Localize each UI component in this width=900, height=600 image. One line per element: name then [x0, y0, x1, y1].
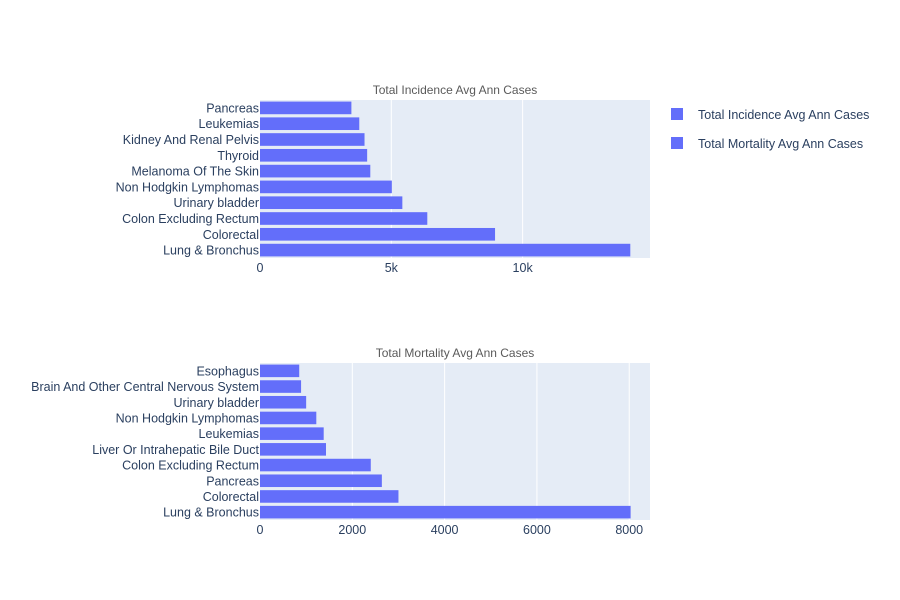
incidence-x-tick-label: 10k	[513, 261, 534, 275]
legend: Total Incidence Avg Ann Cases Total Mort…	[671, 108, 869, 151]
incidence-bar-colorectal[interactable]	[260, 227, 496, 241]
legend-swatch-mortality	[671, 137, 683, 149]
mortality-x-tick-label: 0	[257, 523, 264, 537]
incidence-bar-leukemias[interactable]	[260, 117, 360, 131]
incidence-x-tick-label: 5k	[385, 261, 399, 275]
mortality-bar-colorectal[interactable]	[260, 490, 399, 503]
mortality-category-label: Lung & Bronchus	[163, 506, 259, 520]
incidence-category-label: Lung & Bronchus	[163, 244, 259, 258]
legend-swatch-incidence	[671, 108, 683, 120]
mortality-bar-colon-excluding-rectum[interactable]	[260, 458, 371, 472]
incidence-category-label: Colon Excluding Rectum	[122, 212, 259, 226]
mortality-bar-pancreas[interactable]	[260, 474, 382, 488]
mortality-category-label: Brain And Other Central Nervous System	[31, 380, 259, 394]
incidence-bar-colon-excluding-rectum[interactable]	[260, 212, 428, 225]
mortality-category-label: Liver Or Intrahepatic Bile Duct	[92, 443, 259, 457]
legend-label-incidence: Total Incidence Avg Ann Cases	[698, 108, 869, 122]
incidence-subplot-title: Total Incidence Avg Ann Cases	[373, 83, 538, 97]
incidence-category-label: Colorectal	[203, 228, 259, 242]
mortality-category-label: Pancreas	[206, 474, 259, 488]
incidence-category-label: Kidney And Renal Pelvis	[123, 133, 259, 147]
incidence-bar-thyroid[interactable]	[260, 148, 368, 162]
mortality-category-label: Urinary bladder	[174, 396, 259, 410]
mortality-category-label: Leukemias	[199, 427, 259, 441]
incidence-category-label: Leukemias	[199, 117, 259, 131]
incidence-category-label: Urinary bladder	[174, 196, 259, 210]
incidence-bar-lung-bronchus[interactable]	[260, 243, 631, 257]
mortality-x-tick-label: 2000	[338, 523, 366, 537]
mortality-x-tick-label: 6000	[523, 523, 551, 537]
mortality-subplot-title: Total Mortality Avg Ann Cases	[376, 346, 535, 360]
mortality-bar-esophagus[interactable]	[260, 364, 300, 378]
incidence-bar-non-hodgkin-lymphomas[interactable]	[260, 180, 392, 194]
mortality-x-tick-label: 8000	[615, 523, 643, 537]
incidence-category-label: Non Hodgkin Lymphomas	[116, 180, 259, 194]
mortality-bar-urinary-bladder[interactable]	[260, 395, 307, 409]
mortality-bar-lung-bronchus[interactable]	[260, 505, 631, 519]
incidence-x-tick-label: 0	[257, 261, 264, 275]
legend-item-incidence[interactable]: Total Incidence Avg Ann Cases	[671, 108, 869, 122]
incidence-subplot: Pancreas Leukemias Kidney And Renal Pelvis…	[116, 83, 650, 275]
incidence-bar-kidney-and-renal-pelvis[interactable]	[260, 133, 365, 146]
incidence-bar-pancreas[interactable]	[260, 101, 352, 115]
mortality-bar-liver-or-intrahepatic-bile-duct[interactable]	[260, 443, 326, 456]
incidence-category-label: Melanoma Of The Skin	[131, 165, 259, 179]
mortality-x-tick-label: 4000	[431, 523, 459, 537]
mortality-bar-leukemias[interactable]	[260, 427, 324, 440]
incidence-category-label: Pancreas	[206, 101, 259, 115]
mortality-category-label: Colorectal	[203, 490, 259, 504]
mortality-category-label: Non Hodgkin Lymphomas	[116, 411, 259, 425]
incidence-bar-melanoma-of-the-skin[interactable]	[260, 164, 371, 178]
mortality-bar-non-hodgkin-lymphomas[interactable]	[260, 411, 317, 425]
mortality-bar-brain-and-other-central-nervous-system[interactable]	[260, 380, 302, 393]
legend-label-mortality: Total Mortality Avg Ann Cases	[698, 137, 863, 151]
mortality-subplot: Esophagus Brain And Other Central Nervous…	[31, 346, 650, 537]
incidence-category-label: Thyroid	[217, 149, 259, 163]
mortality-category-label: Esophagus	[196, 364, 259, 378]
mortality-category-label: Colon Excluding Rectum	[122, 459, 259, 473]
legend-item-mortality[interactable]: Total Mortality Avg Ann Cases	[671, 137, 863, 151]
incidence-bar-urinary-bladder[interactable]	[260, 196, 403, 210]
